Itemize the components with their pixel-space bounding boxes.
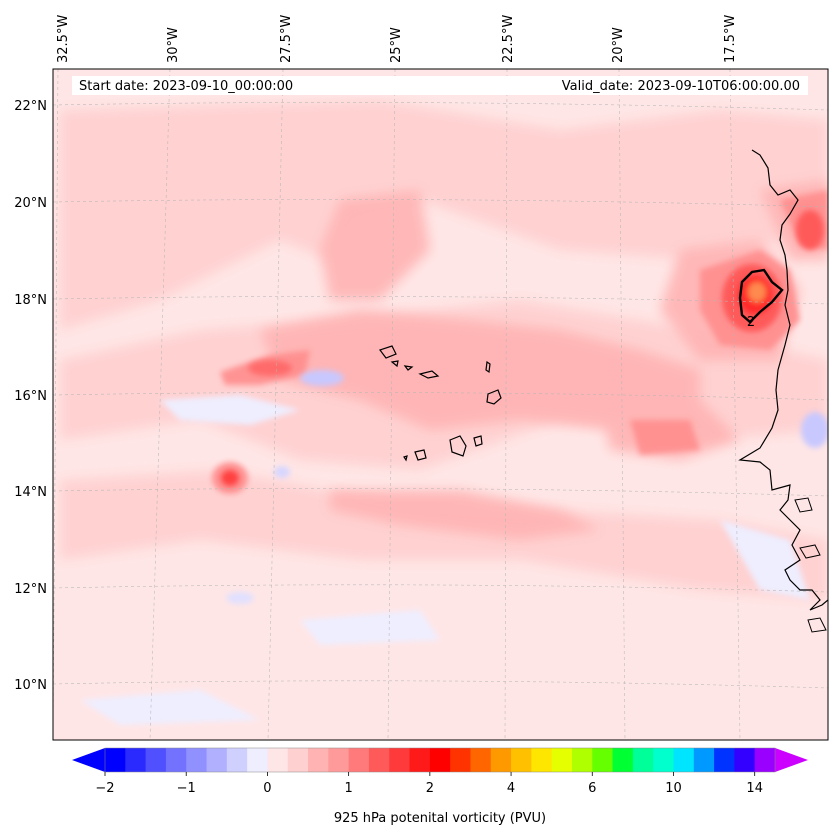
colorbar-swatch bbox=[368, 748, 390, 772]
colorbar-swatch bbox=[389, 748, 411, 772]
colorbar-swatch bbox=[734, 748, 756, 772]
lon-label: 25°W bbox=[389, 27, 404, 63]
colorbar-swatch bbox=[571, 748, 593, 772]
colorbar-swatches bbox=[105, 748, 776, 772]
colorbar-swatch bbox=[226, 748, 248, 772]
lat-label: 14°N bbox=[14, 485, 47, 500]
colorbar-swatch bbox=[145, 748, 167, 772]
lat-label: 12°N bbox=[14, 582, 47, 597]
colorbar-swatch bbox=[186, 748, 208, 772]
colorbar-tick-label: −1 bbox=[177, 781, 196, 796]
colorbar-swatch bbox=[693, 748, 715, 772]
lon-label: 17.5°W bbox=[723, 15, 738, 63]
lat-label: 10°N bbox=[14, 678, 47, 693]
colorbar-swatch bbox=[490, 748, 512, 772]
colorbar-swatch bbox=[267, 748, 289, 772]
colorbar-swatch bbox=[714, 748, 735, 772]
colorbar-outline bbox=[104, 747, 776, 773]
colorbar-swatch bbox=[592, 748, 614, 772]
colorbar-tick-label: 1 bbox=[344, 781, 352, 796]
colorbar-swatch bbox=[632, 748, 654, 772]
lat-label: 18°N bbox=[14, 293, 47, 308]
valid-date-label: Valid_date: 2023-09-10T06:00:00.00 bbox=[562, 79, 800, 94]
colorbar-swatch bbox=[612, 748, 634, 772]
colorbar-swatch bbox=[551, 748, 573, 772]
coastline-detail bbox=[794, 497, 827, 633]
colorbar: −2 −1 0 1 2 4 6 10 14 925 hPa potenital vorticit… bbox=[72, 747, 808, 826]
map-frame bbox=[52, 68, 829, 741]
colorbar-swatch bbox=[409, 748, 431, 772]
african-coastline bbox=[738, 149, 828, 611]
graticule bbox=[53, 69, 828, 740]
longitude-labels: 32.5°W 30°W 27.5°W 25°W 22.5°W 20°W 17.5… bbox=[56, 15, 738, 63]
lat-label: 16°N bbox=[14, 389, 47, 404]
colorbar-swatch bbox=[165, 748, 187, 772]
colorbar-swatch bbox=[673, 748, 695, 772]
start-date-label: Start date: 2023-09-10_00:00:00 bbox=[79, 79, 293, 94]
colorbar-tick-label: 10 bbox=[665, 781, 682, 796]
colorbar-swatch bbox=[429, 748, 451, 772]
colorbar-tick-label: 2 bbox=[426, 781, 434, 796]
map-panel[interactable]: 2 bbox=[53, 69, 829, 740]
colorbar-swatch bbox=[105, 748, 126, 772]
lon-label: 20°W bbox=[611, 27, 626, 63]
pv-field-mid bbox=[260, 180, 828, 540]
cape-verde-islands bbox=[379, 345, 502, 462]
colorbar-swatch bbox=[470, 748, 492, 772]
pv-contour-2 bbox=[738, 268, 784, 324]
colorbar-swatch bbox=[328, 748, 350, 772]
pv-field-core bbox=[221, 210, 824, 486]
lon-label: 30°W bbox=[166, 27, 181, 63]
pv-field-negative bbox=[80, 370, 828, 725]
colorbar-swatch bbox=[125, 748, 147, 772]
colorbar-tick-label: 6 bbox=[588, 781, 596, 796]
colorbar-tick-label: 4 bbox=[507, 781, 515, 796]
colorbar-swatch bbox=[206, 748, 228, 772]
colorbar-tick-label: 0 bbox=[263, 781, 271, 796]
colorbar-tick-label: −2 bbox=[95, 781, 114, 796]
lon-label: 32.5°W bbox=[56, 15, 71, 63]
colorbar-swatch bbox=[308, 748, 329, 772]
colorbar-tick-label: 14 bbox=[746, 781, 763, 796]
lon-label: 22.5°W bbox=[501, 15, 516, 63]
colorbar-max-extend bbox=[775, 748, 808, 772]
colorbar-swatch bbox=[653, 748, 675, 772]
contour-label: 2 bbox=[747, 315, 755, 330]
header-background bbox=[72, 76, 808, 95]
colorbar-title: 925 hPa potenital vorticity (PVU) bbox=[334, 811, 546, 826]
colorbar-swatch bbox=[287, 748, 309, 772]
colorbar-swatch bbox=[247, 748, 269, 772]
colorbar-swatch bbox=[450, 748, 472, 772]
lon-label: 27.5°W bbox=[279, 15, 294, 63]
latitude-labels: 22°N 20°N 18°N 16°N 14°N 12°N 10°N bbox=[14, 99, 47, 693]
colorbar-ticks: −2 −1 0 1 2 4 6 10 14 bbox=[95, 772, 763, 796]
colorbar-swatch bbox=[511, 748, 532, 772]
lat-label: 22°N bbox=[14, 99, 47, 114]
colorbar-swatch bbox=[348, 748, 370, 772]
lat-label: 20°N bbox=[14, 196, 47, 211]
colorbar-swatch bbox=[531, 748, 553, 772]
colorbar-swatch bbox=[754, 748, 776, 772]
colorbar-min-extend bbox=[72, 748, 105, 772]
